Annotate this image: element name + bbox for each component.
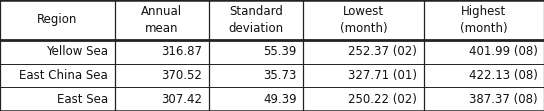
- Text: 327.71 (01): 327.71 (01): [348, 69, 417, 82]
- Text: Lowest
(month): Lowest (month): [340, 5, 387, 35]
- Bar: [424, 87, 544, 111]
- Bar: [0, 87, 115, 111]
- Bar: [304, 0, 424, 40]
- Text: 401.99 (08): 401.99 (08): [468, 45, 537, 58]
- Bar: [0, 0, 115, 40]
- Bar: [209, 87, 304, 111]
- Bar: [115, 87, 209, 111]
- Text: 387.37 (08): 387.37 (08): [469, 93, 537, 106]
- Bar: [209, 40, 304, 64]
- Bar: [424, 40, 544, 64]
- Text: Standard
deviation: Standard deviation: [228, 5, 284, 35]
- Bar: [115, 0, 209, 40]
- Text: 250.22 (02): 250.22 (02): [348, 93, 417, 106]
- Text: Yellow Sea: Yellow Sea: [46, 45, 108, 58]
- Text: 49.39: 49.39: [263, 93, 297, 106]
- Bar: [424, 64, 544, 87]
- Bar: [209, 0, 304, 40]
- Bar: [115, 40, 209, 64]
- Bar: [115, 64, 209, 87]
- Text: 307.42: 307.42: [162, 93, 202, 106]
- Text: 316.87: 316.87: [162, 45, 202, 58]
- Text: East China Sea: East China Sea: [19, 69, 108, 82]
- Bar: [424, 0, 544, 40]
- Text: 252.37 (02): 252.37 (02): [348, 45, 417, 58]
- Text: 370.52: 370.52: [162, 69, 202, 82]
- Text: 55.39: 55.39: [264, 45, 297, 58]
- Text: Highest
(month): Highest (month): [460, 5, 508, 35]
- Text: 422.13 (08): 422.13 (08): [468, 69, 537, 82]
- Bar: [304, 64, 424, 87]
- Bar: [209, 64, 304, 87]
- Text: 35.73: 35.73: [264, 69, 297, 82]
- Text: Annual
mean: Annual mean: [141, 5, 182, 35]
- Bar: [0, 64, 115, 87]
- Bar: [304, 40, 424, 64]
- Bar: [304, 87, 424, 111]
- Text: Region: Region: [37, 13, 77, 27]
- Text: East Sea: East Sea: [57, 93, 108, 106]
- Bar: [0, 40, 115, 64]
